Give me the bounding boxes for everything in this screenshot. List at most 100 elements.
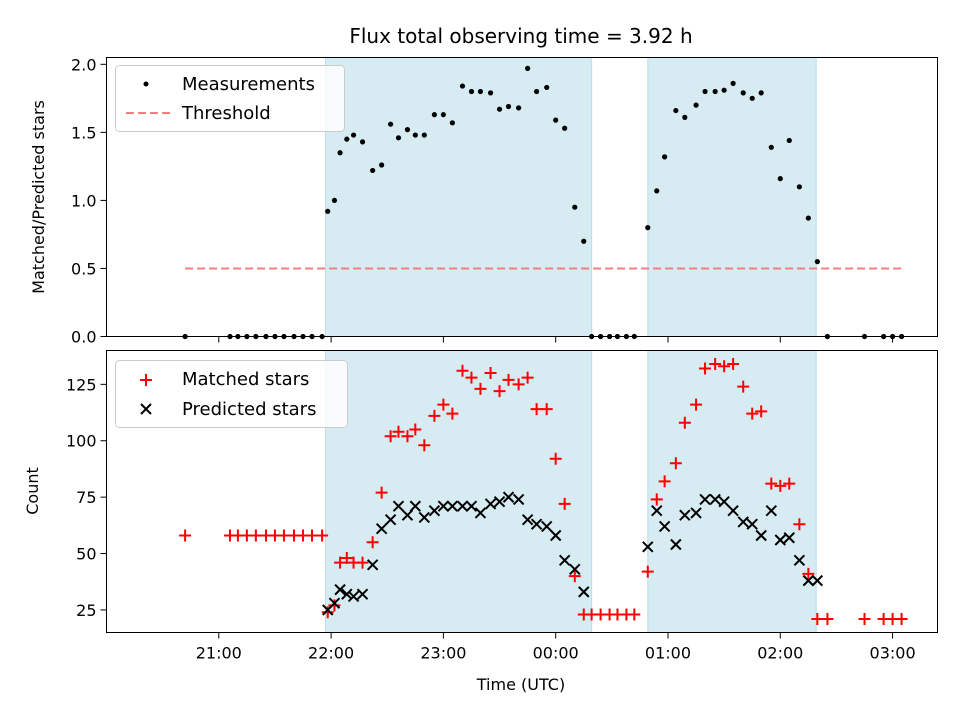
shaded-interval bbox=[647, 350, 817, 633]
predicted-star-point bbox=[465, 500, 478, 512]
measurement-point bbox=[395, 135, 402, 141]
predicted-star-point bbox=[746, 518, 758, 530]
predicted-star-point bbox=[334, 583, 346, 596]
predicted-star-point bbox=[437, 500, 450, 512]
shaded-interval bbox=[324, 57, 593, 337]
x-tick-label: 00:00 bbox=[533, 644, 579, 663]
matched-star-point bbox=[321, 606, 334, 619]
matched-star-point bbox=[811, 612, 824, 625]
predicted-star-point bbox=[679, 509, 691, 521]
predicted-star-point bbox=[578, 586, 590, 598]
measurement-point bbox=[645, 225, 651, 231]
measurement-point bbox=[749, 95, 755, 101]
measurement-point bbox=[350, 132, 357, 138]
measurement-point bbox=[814, 259, 820, 265]
matched-star-point bbox=[401, 430, 414, 443]
predicted-star-point bbox=[802, 574, 815, 587]
matched-star-point bbox=[727, 358, 740, 371]
predicted-star-point bbox=[540, 520, 553, 533]
matched-star-point bbox=[179, 529, 192, 542]
top-y-axis-label: Matched/Predicted stars bbox=[29, 100, 48, 294]
legend-predicted-marker bbox=[140, 403, 152, 415]
measurement-point bbox=[758, 90, 764, 96]
matched-star-point bbox=[334, 556, 347, 569]
measurement-point bbox=[337, 150, 343, 156]
predicted-star-point bbox=[690, 507, 702, 519]
matched-star-point bbox=[737, 380, 750, 393]
matched-star-point bbox=[502, 373, 515, 386]
matched-star-point bbox=[306, 529, 319, 542]
predicted-star-point bbox=[474, 507, 487, 519]
predicted-stars-series bbox=[322, 491, 824, 616]
measurement-point bbox=[379, 162, 385, 168]
predicted-star-point bbox=[737, 516, 749, 528]
predicted-star-point bbox=[658, 520, 671, 533]
predicted-star-point bbox=[409, 500, 422, 512]
predicted-star-point bbox=[709, 493, 721, 506]
measurement-point bbox=[421, 132, 427, 138]
predicted-star-point bbox=[392, 500, 405, 512]
matched-star-point bbox=[530, 403, 543, 416]
top-axes-frame bbox=[106, 57, 938, 337]
y-tick-label: 100 bbox=[66, 432, 97, 451]
legend-measurements-label: Measurements bbox=[182, 74, 315, 95]
predicted-star-point bbox=[569, 563, 581, 576]
measurement-point bbox=[702, 88, 708, 95]
x-tick-label: 22:00 bbox=[308, 644, 354, 663]
matched-star-point bbox=[540, 403, 553, 416]
bottom-x-axis-ticks: 21:00 22:00 23:00 00:00 01:00 02:00 03:00 bbox=[196, 632, 916, 663]
matched-star-point bbox=[437, 398, 450, 411]
predicted-star-point bbox=[783, 532, 795, 544]
predicted-star-point bbox=[718, 495, 730, 508]
measurement-point bbox=[740, 90, 746, 96]
predicted-star-point bbox=[727, 504, 739, 517]
measurement-point bbox=[404, 127, 411, 133]
measurement-point bbox=[805, 215, 811, 221]
matched-star-point bbox=[783, 477, 796, 490]
legend-threshold-label: Threshold bbox=[181, 103, 271, 124]
x-tick-label: 03:00 bbox=[870, 644, 916, 663]
bottom-shaded-intervals bbox=[324, 350, 817, 633]
matched-star-point bbox=[718, 360, 731, 373]
predicted-star-point bbox=[502, 491, 515, 503]
measurement-point bbox=[525, 65, 531, 71]
matched-star-point bbox=[366, 536, 379, 549]
measurement-point bbox=[553, 117, 559, 123]
predicted-star-point bbox=[774, 534, 786, 546]
predicted-star-point bbox=[549, 529, 562, 542]
y-tick-label: 1.0 bbox=[71, 191, 96, 210]
measurement-point bbox=[682, 114, 688, 120]
matched-star-point bbox=[641, 565, 654, 578]
top-panel: 0.00.51.01.52.0 Matched/Predicted stars … bbox=[29, 55, 938, 347]
predicted-star-point bbox=[484, 498, 497, 510]
legend-predicted-label: Predicted stars bbox=[182, 399, 316, 420]
measurement-point bbox=[344, 136, 350, 142]
matched-star-point bbox=[428, 409, 441, 422]
measurement-point bbox=[572, 204, 578, 210]
predicted-star-point bbox=[375, 523, 388, 535]
measurement-point bbox=[730, 80, 736, 86]
measurement-point bbox=[477, 88, 484, 95]
x-tick-label: 02:00 bbox=[757, 644, 803, 663]
matched-star-point bbox=[328, 599, 341, 612]
predicted-star-point bbox=[347, 590, 360, 603]
measurements-series bbox=[182, 65, 905, 340]
measurement-point bbox=[468, 88, 475, 95]
measurement-point bbox=[440, 112, 446, 118]
matched-star-point bbox=[392, 425, 405, 438]
predicted-star-point bbox=[366, 559, 379, 571]
top-y-axis-ticks: 0.0 0.5 1.0 1.5 2.0 bbox=[71, 55, 107, 347]
measurement-point bbox=[768, 144, 774, 150]
matched-star-point bbox=[521, 371, 534, 384]
measurement-point bbox=[662, 154, 668, 160]
y-tick-label: 25 bbox=[76, 601, 96, 620]
measurement-point bbox=[412, 132, 418, 138]
matched-star-point bbox=[456, 364, 469, 377]
matched-star-point bbox=[474, 382, 487, 395]
matched-star-point bbox=[690, 398, 703, 411]
measurement-point bbox=[777, 176, 783, 182]
matched-star-point bbox=[802, 567, 815, 580]
predicted-star-point bbox=[530, 518, 543, 530]
matched-star-point bbox=[493, 385, 506, 398]
